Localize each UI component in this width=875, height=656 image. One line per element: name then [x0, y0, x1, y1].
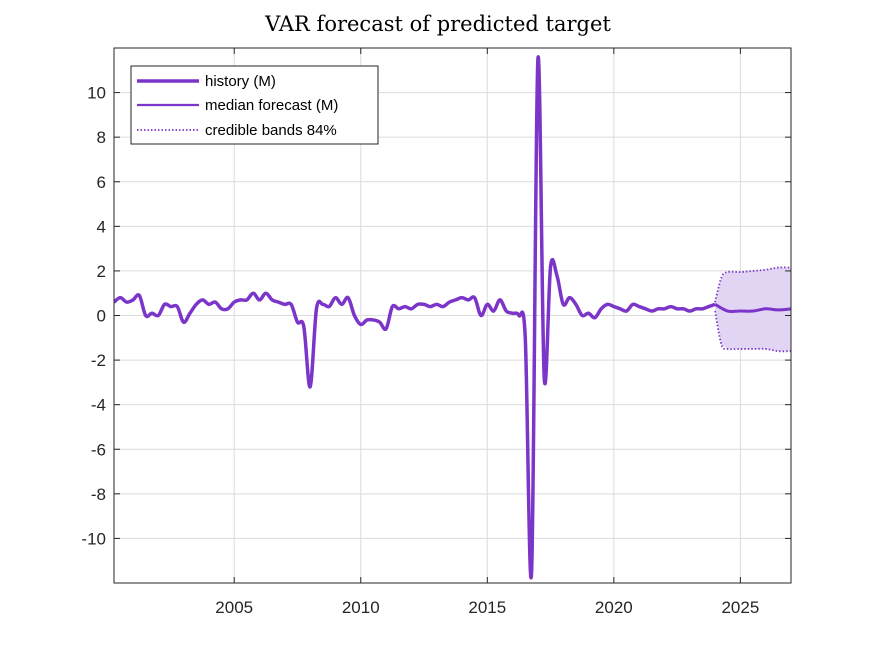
credible-band-upper-line [714, 266, 791, 303]
x-axis-ticks: 2005 2010 2015 2020 2025 [215, 48, 759, 617]
y-tick-label: -2 [91, 351, 106, 370]
x-tick-label: 2025 [721, 598, 759, 617]
y-tick-label: 8 [97, 128, 106, 147]
line-layer [114, 55, 791, 580]
legend-label-history: history (M) [205, 73, 276, 90]
grid [114, 48, 791, 583]
y-tick-label: -4 [91, 396, 106, 415]
legend-label-credible-bands: credible bands 84% [205, 122, 337, 139]
median-forecast-line [714, 303, 791, 314]
x-tick-label: 2010 [342, 598, 380, 617]
credible-band-area [715, 267, 791, 352]
x-tick-label: 2015 [468, 598, 506, 617]
y-tick-label: -10 [81, 529, 106, 548]
y-tick-label: 4 [97, 217, 106, 236]
y-tick-label: 2 [97, 262, 106, 281]
y-axis-ticks: -10 -8 -6 -4 -2 0 2 4 6 8 10 [81, 84, 791, 548]
y-tick-label: 10 [87, 84, 106, 103]
y-tick-label: -6 [91, 440, 106, 459]
y-tick-label: 0 [97, 307, 106, 326]
chart-title: VAR forecast of predicted target [264, 12, 611, 36]
y-tick-label: 6 [97, 173, 106, 192]
credible-band-layer [714, 266, 791, 353]
legend: history (M) median forecast (M) credible… [130, 65, 379, 145]
credible-band-lower-line [714, 310, 791, 353]
x-tick-label: 2020 [595, 598, 633, 617]
legend-label-median-forecast: median forecast (M) [205, 97, 338, 114]
y-tick-label: -8 [91, 485, 106, 504]
history-line [114, 55, 716, 580]
x-tick-label: 2005 [215, 598, 253, 617]
